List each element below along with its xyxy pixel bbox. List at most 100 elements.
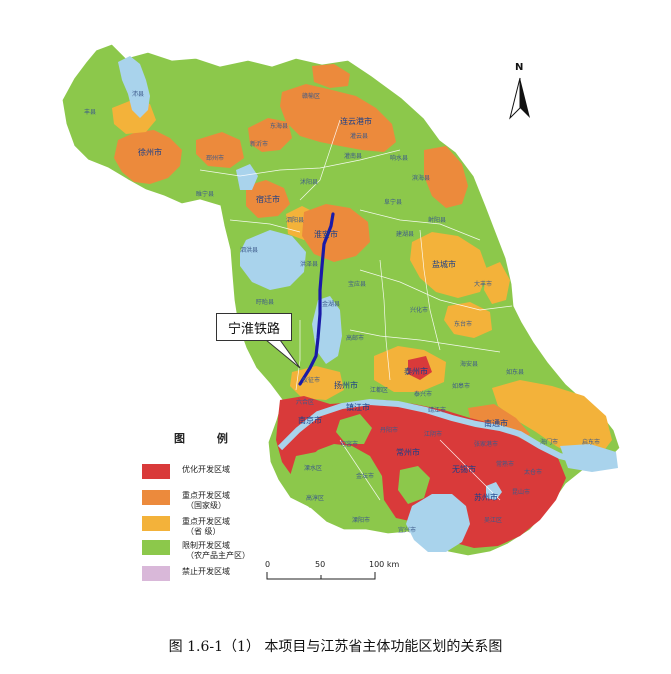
city-taizhou: 泰州市 [404,366,428,376]
county-siyang: 泗阳县 [286,216,304,224]
scale-tick-100: 100 km [369,560,400,569]
zone-xuzhou [114,130,182,184]
city-nantong: 南通市 [484,418,508,428]
zone-yancheng-coast [424,146,468,208]
city-xuzhou: 徐州市 [138,147,162,157]
county-qidong: 启东市 [582,438,600,446]
internal-boundaries [199,119,513,501]
route-callout-label: 宁淮铁路 [227,321,280,337]
county-changshu: 常熟市 [496,460,514,468]
county-xinghua: 兴化市 [410,306,428,314]
county-pizhou: 邳州市 [206,154,224,162]
city-yancheng: 盐城市 [432,259,456,269]
zone-yizheng [290,366,344,400]
county-peixian: 沛县 [132,90,144,98]
scale-tick-0: 0 [265,560,271,569]
county-taixing: 泰兴市 [414,390,432,398]
zone-pizhou [196,132,244,168]
county-binhai: 滨海县 [412,174,430,182]
lake-yangcheng [486,482,502,500]
figure-caption: 图 1.6-1（1） 本项目与江苏省主体功能区划的关系图 [168,639,503,655]
county-guannan: 灌南县 [344,152,362,160]
county-sihong: 泗洪县 [240,246,258,254]
scale-bar-line [266,572,376,580]
county-suining: 睢宁县 [196,190,214,198]
county-labels: 赣榆区 东海县 灌云县 灌南县 响水县 滨海县 阜宁县 射阳县 建湖县 大丰市 … [84,90,600,534]
yangtze-river [277,398,585,465]
county-dongtai: 东台市 [454,320,472,328]
county-ganyu: 赣榆区 [302,92,320,100]
county-liyang: 溧阳市 [352,516,370,524]
county-zhangjiagang: 张家港市 [474,440,498,448]
legend-sublabel: （农产品主产区） [186,551,250,560]
legend-label: 禁止开发区域 [182,567,230,576]
county-rugao: 如皋市 [452,382,470,390]
county-fengxian: 丰县 [84,108,96,116]
zone-dongtai [444,302,492,338]
zone-yancheng [410,232,488,298]
zone-south-green-4 [398,466,430,504]
county-jintan: 金坛市 [356,472,374,480]
county-yixing: 宜兴市 [398,526,416,534]
lake-tai [406,494,470,552]
city-labels: 连云港市 徐州市 宿迁市 淮安市 盐城市 泰州市 扬州市 南京市 镇江市 常州市… [138,116,508,502]
county-jiangyin: 江阴市 [424,430,442,438]
county-hongze: 洪泽县 [300,260,318,268]
zone-xinyi [248,118,292,152]
legend-swatch [142,540,170,555]
zone-taizhou-red [408,356,432,380]
county-xuyi: 盱眙县 [256,298,274,306]
city-lianyungang: 连云港市 [340,116,372,126]
zone-huaian [302,204,370,262]
zone-lianyungang [280,84,396,152]
city-zhenjiang: 镇江市 [346,402,370,412]
city-huaian: 淮安市 [314,229,338,239]
route-callout: 宁淮铁路 [216,313,292,341]
county-jinhu: 金湖县 [322,300,340,308]
city-suzhou: 苏州市 [474,492,498,502]
zone-dafeng [484,262,510,304]
scale-tick-50: 50 [315,560,326,569]
county-xiangshui: 响水县 [390,154,408,162]
legend-label: 优化开发区域 [182,465,230,474]
lake-hongze [240,230,306,290]
city-wuxi: 无锡市 [452,464,476,474]
city-changzhou: 常州市 [396,447,420,457]
city-nanjing: 南京市 [298,415,322,425]
county-donghai: 东海县 [270,122,288,130]
city-suqian: 宿迁市 [256,194,280,204]
county-gaoyou: 高邮市 [346,334,364,342]
legend-title: 图 例 [174,432,242,445]
county-sheyang: 射阳县 [428,216,446,224]
county-haimen: 海门市 [540,438,558,446]
county-xinyi: 新沂市 [250,140,268,148]
scale-bar: 0 50 100 km [265,560,425,584]
legend-sublabel: （国家级） [186,501,226,510]
county-jurong: 句容市 [340,440,358,448]
county-baoying: 宝应县 [348,280,366,288]
zone-nantong-coast [492,380,612,458]
legend-label: 重点开发区域 [182,517,230,526]
county-lishui: 溧水区 [304,464,322,472]
legend-sublabel: （省 级） [186,527,221,536]
railway-route [298,212,335,386]
zone-south-green-2 [290,452,334,508]
county-jiangdu: 江都区 [370,386,388,394]
legend-swatch [142,516,170,531]
county-gaochun: 高淳区 [306,494,324,502]
county-wujiang: 吴江区 [484,517,502,524]
zone-ganyu [312,64,350,88]
city-yangzhou: 扬州市 [334,380,358,390]
north-arrow-icon [509,77,530,120]
county-jingjiang: 靖江市 [428,406,446,414]
lake-weishan [118,56,150,118]
county-rudong: 如东县 [506,368,524,376]
county-guanyun: 灌云县 [350,132,368,140]
north-arrow-label: N [515,62,524,73]
zone-suqian [246,180,290,218]
legend-label: 重点开发区域 [182,491,230,500]
county-haian: 海安县 [460,360,478,368]
legend-swatch [142,566,170,581]
